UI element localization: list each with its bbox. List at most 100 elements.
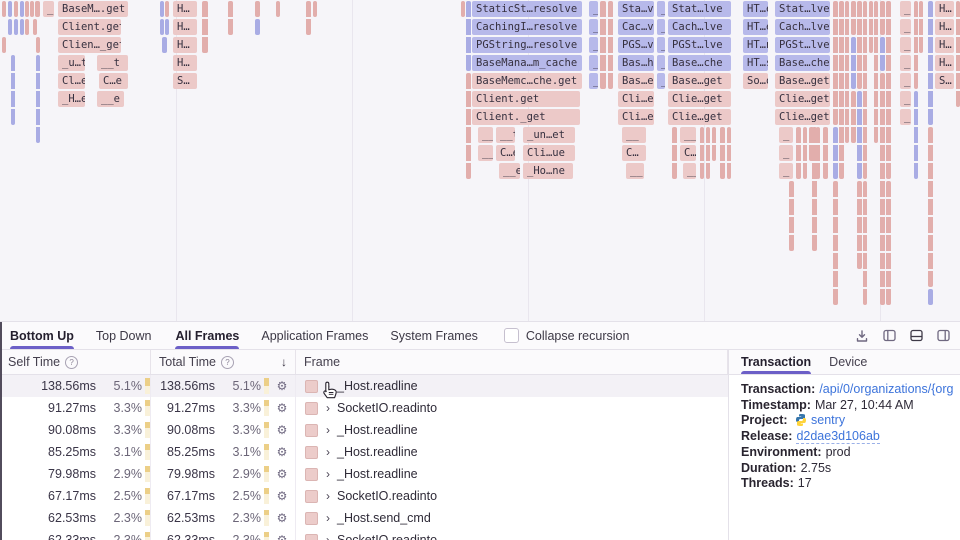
flame-frame-h[interactable]: H… bbox=[173, 55, 197, 71]
flame-frame-frame[interactable]: _ bbox=[43, 1, 54, 17]
flame-frame-bar[interactable] bbox=[914, 91, 918, 179]
flame-frame-bar[interactable] bbox=[833, 127, 838, 179]
flame-frame-bar[interactable] bbox=[461, 1, 465, 17]
flame-frame-bar[interactable] bbox=[11, 55, 15, 125]
flame-frame-cl-e[interactable]: Cl…e bbox=[58, 73, 85, 89]
flame-frame-bar[interactable] bbox=[228, 1, 233, 35]
table-row-host-readline[interactable]: 90.08ms 3.3% 90.08ms 3.3% ⚙ › _Host.read… bbox=[0, 419, 728, 441]
flame-frame-bar[interactable] bbox=[812, 127, 817, 251]
detail-field-value[interactable]: /api/0/organizations/{organ… bbox=[819, 382, 954, 396]
flame-frame-e[interactable]: __e bbox=[97, 91, 124, 107]
frame-header[interactable]: Frame bbox=[296, 350, 728, 374]
flame-frame-pgstring-resolve[interactable]: PGString…resolve bbox=[472, 37, 582, 53]
frame-settings-gear-icon[interactable]: ⚙ bbox=[276, 401, 288, 415]
flame-frame-base-che[interactable]: Base…che bbox=[668, 55, 731, 71]
flame-frame-cac-ve[interactable]: Cac…ve bbox=[618, 19, 654, 35]
flame-frame-client-get[interactable]: Client.get bbox=[472, 91, 580, 107]
flame-frame-bar[interactable] bbox=[255, 19, 260, 35]
flame-frame-s[interactable]: S… bbox=[935, 73, 954, 89]
flame-frame-frame[interactable]: _ bbox=[900, 109, 911, 125]
flame-frame-bar[interactable] bbox=[466, 1, 471, 71]
flame-frame-bar[interactable] bbox=[160, 19, 164, 35]
flame-frame-frame[interactable]: _ bbox=[589, 37, 598, 53]
flame-frame-bar[interactable] bbox=[863, 181, 867, 305]
table-row-socketio-readinto[interactable]: 62.33ms 2.3% 62.33ms 2.3% ⚙ › SocketIO.r… bbox=[0, 529, 728, 540]
flame-frame-bar[interactable] bbox=[914, 1, 918, 89]
flame-frame-bar[interactable] bbox=[672, 127, 677, 179]
flame-frame-bar[interactable] bbox=[803, 127, 807, 179]
collapse-recursion-checkbox[interactable] bbox=[503, 328, 519, 343]
flame-frame-bas-et[interactable]: Bas…et bbox=[618, 73, 654, 89]
flame-frame-bar[interactable] bbox=[8, 19, 12, 35]
flame-frame-base-get[interactable]: Base…get bbox=[668, 73, 731, 89]
flame-frame-bar[interactable] bbox=[706, 127, 710, 179]
flame-frame-frame[interactable]: _ bbox=[779, 163, 793, 179]
total-time-header[interactable]: Total Time ? ↓ bbox=[151, 350, 296, 374]
flame-frame-frame[interactable]: _ bbox=[657, 73, 665, 89]
flame-frame-basememc-che-get[interactable]: BaseMemc…che.get bbox=[472, 73, 582, 89]
flame-frame-clie-get[interactable]: Clie…get bbox=[775, 109, 830, 125]
frame-name[interactable]: _Host.readline bbox=[337, 467, 418, 481]
tab-top-down[interactable]: Top Down bbox=[95, 328, 152, 343]
flame-frame-bar[interactable] bbox=[25, 1, 29, 17]
tab-bottom-up[interactable]: Bottom Up bbox=[10, 322, 74, 349]
flame-frame-pgs-ve[interactable]: PGS…ve bbox=[618, 37, 654, 53]
flame-frame-bar[interactable] bbox=[809, 127, 814, 161]
question-icon[interactable]: ? bbox=[65, 355, 79, 369]
flame-frame-bar[interactable] bbox=[886, 181, 891, 305]
flame-frame-bar[interactable] bbox=[30, 1, 34, 17]
flame-frame-u-t[interactable]: _u…t bbox=[58, 55, 85, 71]
table-row-host-readline[interactable]: 79.98ms 2.9% 79.98ms 2.9% ⚙ › _Host.read… bbox=[0, 463, 728, 485]
flame-frame-bar[interactable] bbox=[727, 127, 731, 179]
tab-application-frames[interactable]: Application Frames bbox=[261, 328, 369, 343]
flame-frame-bar[interactable] bbox=[851, 1, 856, 35]
flame-frame-ht-e[interactable]: HT…e bbox=[743, 1, 768, 17]
flame-frame-c-e[interactable]: C…e bbox=[99, 73, 128, 89]
flame-frame-client-get[interactable]: Client.get bbox=[58, 19, 121, 35]
layout-left-panel-icon[interactable] bbox=[883, 329, 896, 342]
flame-frame-bar[interactable] bbox=[20, 19, 24, 35]
flame-frame-bar[interactable] bbox=[928, 127, 933, 287]
expand-chevron-icon[interactable]: › bbox=[326, 423, 330, 437]
flame-frame-bar[interactable] bbox=[165, 19, 169, 35]
table-row-host-send-cmd[interactable]: 62.53ms 2.3% 62.53ms 2.3% ⚙ › _Host.send… bbox=[0, 507, 728, 529]
flame-frame-pgst-lve[interactable]: PGSt…lve bbox=[775, 37, 830, 53]
flame-frame-bar[interactable] bbox=[712, 127, 716, 161]
table-row-host-readline[interactable]: 138.56ms 5.1% 138.56ms 5.1% ⚙ › _Host.re… bbox=[0, 375, 728, 397]
flame-frame-client-get[interactable]: Client._get bbox=[472, 109, 580, 125]
flame-frame-bar[interactable] bbox=[919, 1, 923, 53]
flame-frame-bar[interactable] bbox=[2, 1, 6, 17]
expand-chevron-icon[interactable]: › bbox=[326, 379, 330, 393]
flame-frame-h[interactable]: H… bbox=[173, 37, 197, 53]
flame-frame-bar[interactable] bbox=[863, 1, 867, 179]
flame-frame-bar[interactable] bbox=[789, 181, 794, 251]
flame-frame-so-o[interactable]: So…o bbox=[743, 73, 768, 89]
expand-chevron-icon[interactable]: › bbox=[326, 467, 330, 481]
table-row-socketio-readinto[interactable]: 91.27ms 3.3% 91.27ms 3.3% ⚙ › SocketIO.r… bbox=[0, 397, 728, 419]
flame-frame-frame[interactable]: _ bbox=[779, 127, 793, 143]
flame-frame-clie-get[interactable]: Clie…get bbox=[668, 109, 731, 125]
flame-frame-bar[interactable] bbox=[25, 19, 29, 35]
frame-settings-gear-icon[interactable]: ⚙ bbox=[276, 511, 288, 525]
flame-frame-h[interactable]: H… bbox=[935, 37, 954, 53]
tab-all-frames[interactable]: All Frames bbox=[175, 322, 239, 349]
flame-frame-h[interactable]: H… bbox=[935, 19, 954, 35]
frame-name[interactable]: _Host.readline bbox=[337, 445, 418, 459]
flame-frame-bar[interactable] bbox=[35, 1, 40, 17]
expand-chevron-icon[interactable]: › bbox=[326, 489, 330, 503]
flame-frame-bar[interactable] bbox=[880, 73, 885, 305]
flame-frame-bar[interactable] bbox=[160, 1, 164, 17]
flame-frame-frame[interactable]: _ bbox=[657, 55, 665, 71]
flame-frame-s[interactable]: S… bbox=[173, 73, 197, 89]
sort-desc-icon[interactable]: ↓ bbox=[281, 355, 287, 369]
flame-frame-bar[interactable] bbox=[928, 289, 933, 305]
expand-chevron-icon[interactable]: › bbox=[326, 445, 330, 459]
flame-frame-bar[interactable] bbox=[839, 1, 844, 179]
expand-chevron-icon[interactable]: › bbox=[326, 511, 330, 525]
flame-frame-frame[interactable]: _ bbox=[779, 145, 793, 161]
frame-settings-gear-icon[interactable]: ⚙ bbox=[276, 379, 288, 393]
flame-frame-bar[interactable] bbox=[886, 1, 891, 179]
flame-frame-bar[interactable] bbox=[700, 127, 704, 179]
flame-frame-frame[interactable]: _ bbox=[900, 55, 911, 71]
flame-frame-bar[interactable] bbox=[928, 1, 933, 125]
